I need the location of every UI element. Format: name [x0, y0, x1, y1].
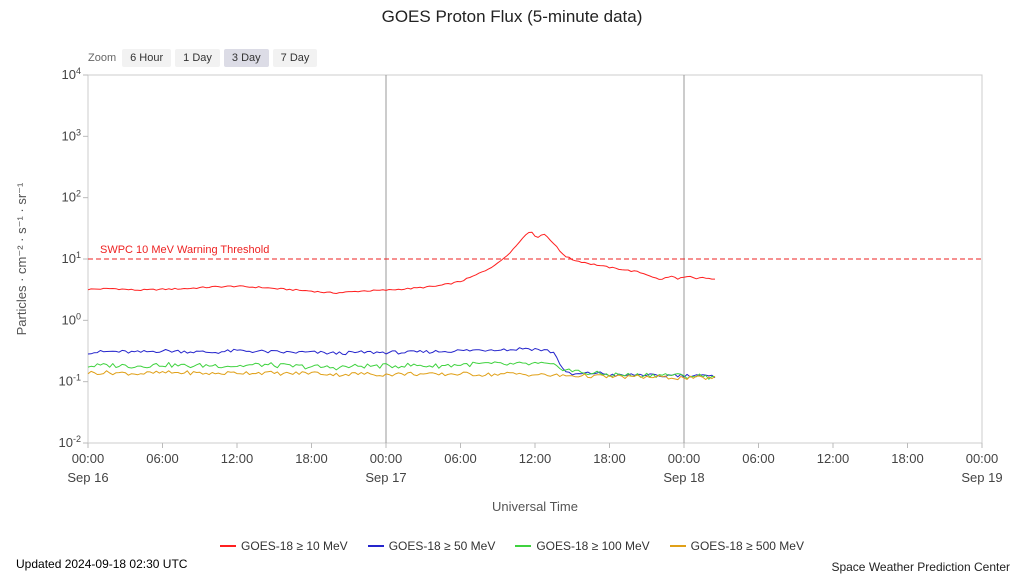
x-tick-label: 18:00 [891, 451, 924, 466]
series-line-1 [87, 347, 716, 379]
swpc-credit: Space Weather Prediction Center [831, 560, 1010, 574]
legend-item-0[interactable]: GOES-18 ≥ 10 MeV [220, 539, 348, 553]
y-tick-label: 102 [62, 189, 81, 205]
x-tick-label: 06:00 [742, 451, 775, 466]
y-axis-title: Particles · cm⁻² · s⁻¹ · sr⁻¹ [14, 182, 29, 335]
y-tick-label: 10-1 [59, 373, 81, 389]
x-tick-label: 18:00 [593, 451, 626, 466]
x-date-label: Sep 17 [365, 470, 406, 485]
x-tick-label: 06:00 [444, 451, 477, 466]
y-tick-label: 101 [62, 250, 81, 266]
series-line-0 [87, 231, 715, 294]
legend-item-label: GOES-18 ≥ 10 MeV [241, 539, 348, 553]
zoom-button-3-day[interactable]: 3 Day [223, 49, 269, 67]
x-date-label: Sep 16 [67, 470, 108, 485]
proton-flux-chart: 00:00 Sep 16 06:00 12:00 18:00 00:00 Sep 17 06:… [14, 66, 1003, 514]
legend-item-2[interactable]: GOES-18 ≥ 100 MeV [515, 539, 650, 553]
page-title: GOES Proton Flux (5-minute data) [381, 7, 643, 26]
y-tick-label: 10-2 [59, 434, 81, 450]
y-tick-label: 104 [62, 66, 81, 82]
legend-item-3[interactable]: GOES-18 ≥ 500 MeV [669, 539, 804, 553]
updated-timestamp: Updated 2024-09-18 02:30 UTC [16, 557, 188, 571]
legend-item-1[interactable]: GOES-18 ≥ 50 MeV [367, 539, 496, 553]
legend-swatch-icon [669, 545, 686, 547]
series-line-2 [87, 361, 716, 380]
x-axis-title: Universal Time [492, 499, 578, 514]
x-tick-label: 06:00 [146, 451, 179, 466]
x-tick-label: 12:00 [221, 451, 254, 466]
x-tick-label: 12:00 [519, 451, 552, 466]
zoom-label: Zoom [88, 52, 117, 64]
threshold-label: SWPC 10 MeV Warning Threshold [100, 244, 269, 256]
x-tick-label: 00:00 [72, 451, 105, 466]
x-tick-label: 00:00 [668, 451, 701, 466]
x-tick-label: 18:00 [295, 451, 328, 466]
y-tick-label: 103 [62, 127, 81, 143]
y-tick-label: 100 [62, 311, 81, 327]
legend-item-label: GOES-18 ≥ 100 MeV [536, 539, 650, 553]
legend-swatch-icon [515, 545, 532, 547]
zoom-button-7-day[interactable]: 7 Day [272, 49, 318, 67]
legend-swatch-icon [367, 545, 384, 547]
legend-swatch-icon [220, 545, 237, 547]
legend-item-label: GOES-18 ≥ 500 MeV [690, 539, 804, 553]
x-date-label: Sep 18 [663, 470, 704, 485]
zoom-range-selector: Zoom 6 Hour 1 Day 3 Day 7 Day [88, 49, 318, 67]
x-tick-label: 00:00 [370, 451, 403, 466]
x-tick-label: 00:00 [966, 451, 999, 466]
zoom-button-1-day[interactable]: 1 Day [175, 49, 220, 67]
zoom-button-6-hour[interactable]: 6 Hour [122, 49, 172, 67]
plot-border [87, 74, 983, 444]
x-tick-label: 12:00 [817, 451, 850, 466]
legend-item-label: GOES-18 ≥ 50 MeV [388, 539, 496, 553]
chart-legend: GOES-18 ≥ 10 MeV GOES-18 ≥ 50 MeV GOES-18 … [0, 539, 1024, 553]
series-line-3 [87, 370, 716, 381]
x-date-label: Sep 19 [961, 470, 1002, 485]
